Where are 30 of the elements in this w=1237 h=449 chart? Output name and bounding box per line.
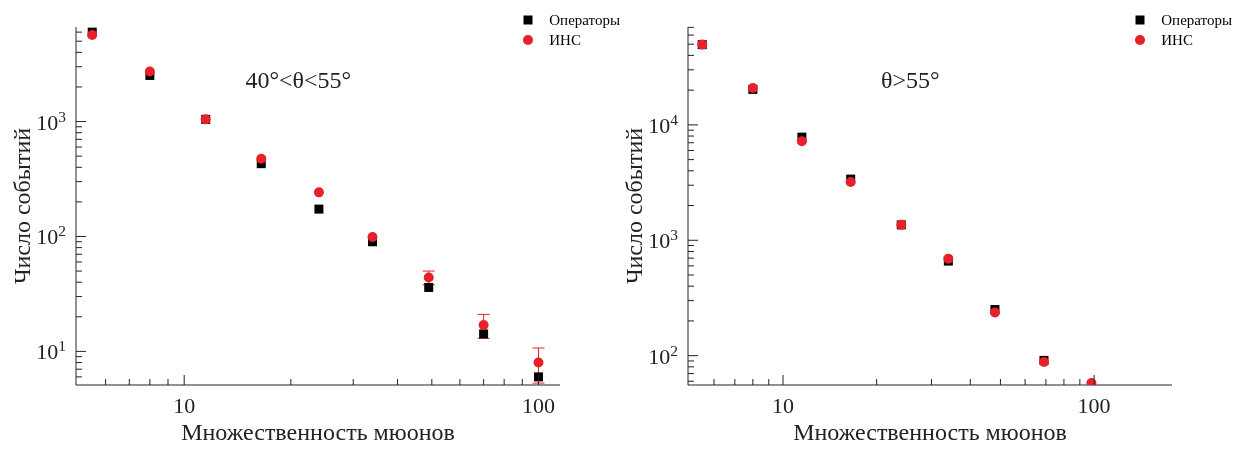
point	[479, 329, 489, 339]
legend-label: ИНС	[1161, 31, 1193, 49]
legend-label: ИНС	[549, 31, 581, 49]
point	[256, 153, 267, 164]
point	[424, 282, 434, 292]
x-axis-title: Множественность мюонов	[793, 419, 1067, 445]
point	[313, 187, 324, 198]
y-tick-label: 10$^{3}$	[648, 225, 679, 254]
point	[796, 136, 807, 147]
x-tick-label: 100	[522, 393, 555, 418]
x-tick-label: 100	[1077, 393, 1111, 418]
y-tick-label: 10$^{2}$	[36, 221, 66, 250]
annotation: θ>55°	[880, 67, 940, 93]
point	[367, 231, 378, 242]
point	[144, 66, 155, 77]
point	[533, 357, 544, 368]
x-tick-label: 10	[772, 393, 795, 418]
point	[534, 372, 543, 382]
y-tick-label: 10$^{3}$	[36, 107, 67, 135]
y-axis-title: Число событий	[8, 127, 35, 285]
x-tick-label: 10	[173, 393, 196, 418]
point	[478, 319, 489, 330]
y-tick-label: 10$^{1}$	[36, 336, 66, 365]
y-tick-label: 10$^{2}$	[648, 341, 678, 369]
y-axis-title: Число событий	[620, 127, 647, 285]
legend-label: Операторы	[1161, 11, 1232, 29]
y-tick-label: 10$^{4}$	[648, 110, 679, 138]
annotation: 40°<θ<55°	[245, 67, 352, 93]
legend-label: Операторы	[549, 11, 620, 29]
x-axis-title: Множественность мюонов	[181, 419, 455, 445]
